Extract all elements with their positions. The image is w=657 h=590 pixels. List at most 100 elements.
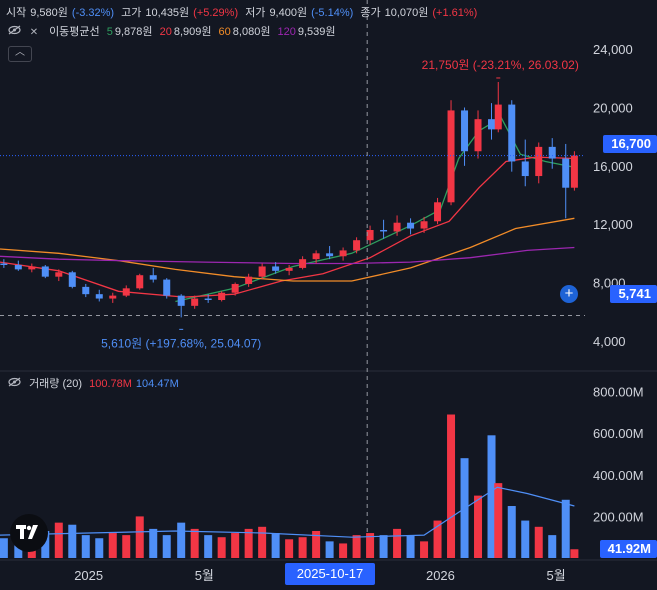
volume-bar xyxy=(108,533,117,558)
volume-bar xyxy=(271,533,280,558)
volume-bar xyxy=(433,520,442,558)
candle-body xyxy=(562,158,570,188)
volume-bar xyxy=(570,549,579,558)
low-change: (-5.14%) xyxy=(311,7,354,19)
candle-body xyxy=(299,259,307,268)
chevron-up-icon[interactable]: ︿ xyxy=(8,46,32,62)
candle-body xyxy=(14,265,22,270)
candle-body xyxy=(55,272,63,277)
close-icon[interactable]: ✕ xyxy=(29,27,39,38)
volume-bar xyxy=(95,538,104,558)
eye-slash-icon[interactable] xyxy=(6,377,22,391)
candle-body xyxy=(353,240,361,251)
ma-line-60 xyxy=(0,217,575,282)
time-axis-tick: 2025 xyxy=(74,568,103,583)
candle-body xyxy=(245,276,253,284)
volume-bar xyxy=(122,535,131,558)
volume-bar xyxy=(68,524,77,558)
candle-body xyxy=(407,222,415,229)
close-label: 종가 xyxy=(360,7,381,19)
volume-bar xyxy=(487,435,496,558)
volume-bar xyxy=(258,526,267,558)
candle-body xyxy=(41,266,49,277)
volume-bar xyxy=(312,530,321,558)
candle-body xyxy=(163,279,171,296)
high-label: 고가 xyxy=(121,7,142,19)
ma120-period: 120 xyxy=(277,26,296,38)
crosshair-date-tag: 2025-10-17 xyxy=(285,563,375,585)
volume-value-red: 100.78M xyxy=(89,378,132,390)
ma-legend: ✕ 이동평균선 5 9,878원 20 8,909원 60 8,080원 120 9,5… xyxy=(6,25,340,40)
ma-line-120 xyxy=(0,246,575,265)
volume-bar xyxy=(177,522,186,558)
volume-axis-tick: 400.00M xyxy=(593,468,644,483)
candle-body xyxy=(218,292,226,300)
tradingview-logo-icon[interactable] xyxy=(10,514,48,552)
volume-bar xyxy=(244,528,253,558)
eye-slash-icon[interactable] xyxy=(6,25,22,39)
time-axis-tick: 2026 xyxy=(426,568,455,583)
time-axis-tick: 5월 xyxy=(546,568,565,583)
volume-bar xyxy=(0,538,8,558)
volume-ma-line xyxy=(0,486,575,538)
candle-body xyxy=(95,294,103,299)
volume-bar xyxy=(325,541,334,558)
candle-body xyxy=(82,286,90,295)
ma60-value: 8,080원 xyxy=(232,26,271,38)
volume-bar xyxy=(494,483,503,558)
candle-body xyxy=(0,263,8,265)
candle-body xyxy=(231,283,239,293)
candle-body xyxy=(326,253,334,257)
ma-legend-title: 이동평균선 xyxy=(49,26,100,38)
ohlc-legend: 시작 9,580원 (-3.32%) 고가 10,435원 (+5.29%) 저가 9,4… xyxy=(6,6,481,20)
candle-body xyxy=(177,295,185,306)
low-label: 저가 xyxy=(245,7,266,19)
volume-bar xyxy=(366,533,375,558)
candle-body xyxy=(488,119,496,130)
ma5-period: 5 xyxy=(106,26,113,38)
volume-bar xyxy=(190,528,199,558)
open-label: 시작 xyxy=(6,7,27,19)
ma120-value: 9,539원 xyxy=(297,26,336,38)
volume-bar xyxy=(339,543,348,558)
price-axis-tick: 16,000 xyxy=(593,159,633,174)
volume-bar xyxy=(521,520,530,558)
price-axis-tick: 4,000 xyxy=(593,334,626,349)
candle-body xyxy=(474,119,482,152)
plus-circle-icon[interactable]: + xyxy=(560,285,578,303)
volume-bar xyxy=(507,506,516,558)
volume-bar xyxy=(14,545,23,558)
volume-bar xyxy=(54,522,63,558)
low-value: 9,400원 xyxy=(269,7,308,19)
candle-body xyxy=(258,266,266,277)
candle-body xyxy=(434,202,442,222)
close-change: (+1.61%) xyxy=(432,7,478,19)
volume-bar xyxy=(406,535,415,558)
high-value: 10,435원 xyxy=(145,7,190,19)
current-volume-tag: 41.92M xyxy=(599,540,657,558)
volume-axis-tick: 200.00M xyxy=(593,509,644,524)
price-axis-tick: 20,000 xyxy=(593,101,633,116)
ma5-value: 9,878원 xyxy=(114,26,153,38)
candle-body xyxy=(366,230,374,241)
candle-body xyxy=(285,267,293,271)
volume-bar xyxy=(474,495,483,558)
candle-body xyxy=(508,104,516,162)
candle-body xyxy=(191,298,199,306)
candle-body xyxy=(447,110,455,203)
candle-body xyxy=(272,266,280,271)
volume-bar xyxy=(561,499,570,558)
price-axis-tick: 12,000 xyxy=(593,217,633,232)
candle-body xyxy=(393,222,401,232)
candle-body xyxy=(521,161,529,177)
candle-body xyxy=(68,272,76,287)
ma60-period: 60 xyxy=(218,26,231,38)
close-value: 10,070원 xyxy=(384,7,429,19)
candle-body xyxy=(380,230,388,232)
price-axis-tick: 24,000 xyxy=(593,42,633,57)
volume-bar xyxy=(352,535,361,558)
candle-body xyxy=(420,221,428,229)
candle-body xyxy=(339,250,347,257)
open-value: 9,580원 xyxy=(30,7,68,19)
